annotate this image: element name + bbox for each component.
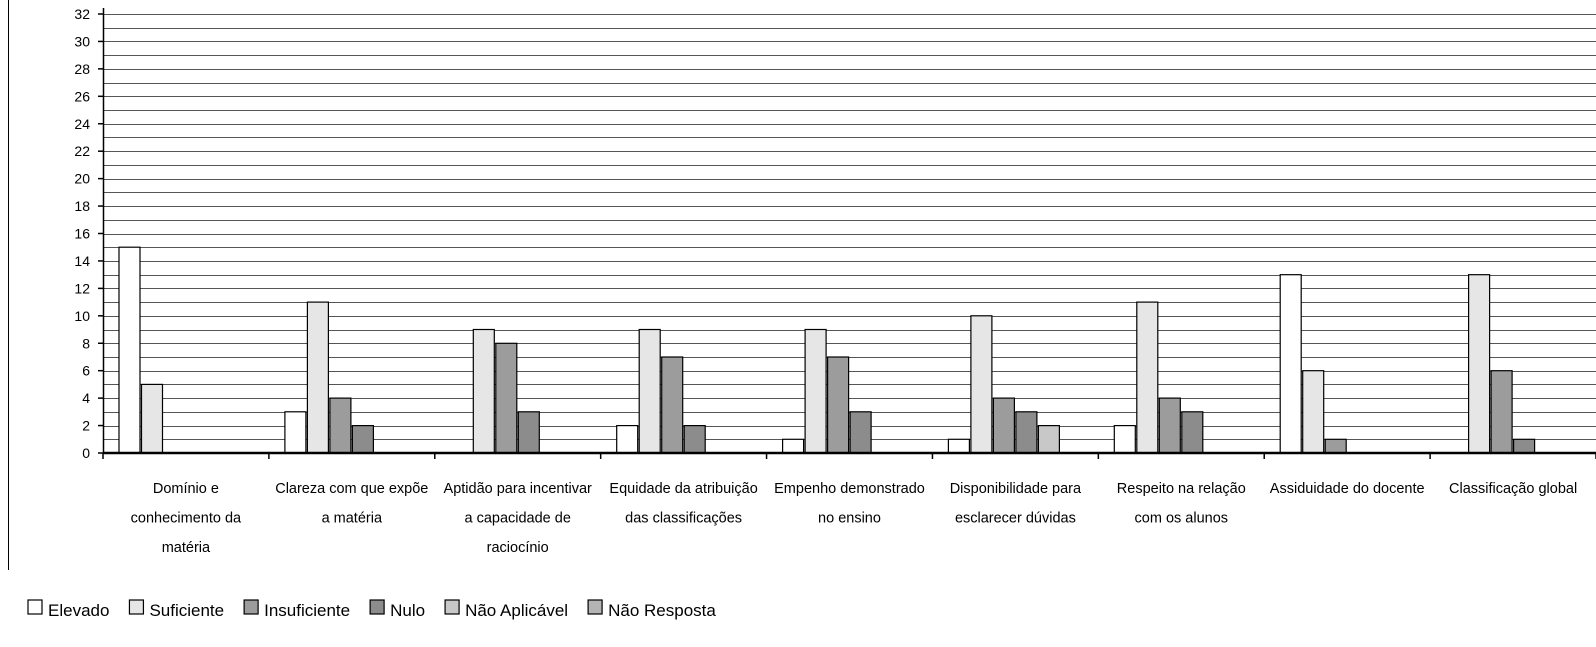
bars [118,246,1536,454]
bar [1113,425,1136,454]
category-label: com os alunos [1135,511,1229,527]
category-label: Aptidão para incentivar [444,481,592,497]
y-tick-label: 16 [74,226,90,242]
bar [1136,301,1159,454]
bar [826,356,850,454]
y-tick-label: 12 [74,280,90,296]
category-label: Clareza com que expõe [275,481,428,497]
bar [616,425,639,454]
legend-label: Nulo [390,601,425,620]
category-label: Equidade da atribuição [609,481,757,497]
category-label: Domínio e [153,481,219,497]
legend-swatch [444,599,460,615]
legend-label: Não Aplicável [465,601,568,620]
category-label: a matéria [322,511,383,527]
legend-swatch [27,599,43,615]
bar [517,411,540,454]
bar [329,397,352,454]
bar [849,411,872,454]
category-labels: Domínio e conhecimento da matéria Clareza c… [131,481,1577,556]
bar [661,356,684,454]
bar [306,301,329,454]
bar [970,315,993,454]
legend-label: Insuficiente [264,601,350,620]
bar [1037,425,1061,454]
y-tick-label: 14 [74,253,90,269]
y-tick-label: 4 [82,390,90,406]
bar [1181,411,1204,454]
category-label: das classificações [625,511,742,527]
y-tick-label: 28 [74,61,90,77]
legend-swatch [128,599,145,615]
category-label: no ensino [818,511,881,527]
legend: Elevado Suficiente Insuficiente Nulo Não Apl… [27,599,716,620]
bar [1015,411,1038,454]
y-tick-label: 0 [82,445,90,461]
legend-swatch [243,599,259,615]
bar [781,438,805,454]
bar [472,328,495,454]
category-label: Respeito na relação [1117,481,1246,497]
category-label: esclarecer dúvidas [955,511,1076,527]
category-label: raciocínio [487,540,549,556]
y-tick-label: 6 [82,363,90,379]
y-tick-label: 2 [82,418,90,434]
category-label: Empenho demonstrado [774,481,925,497]
y-tick-label: 32 [74,6,90,22]
bar [495,342,518,454]
category-label: Disponibilidade para [950,481,1082,497]
bar [1302,370,1325,454]
legend-label: Elevado [48,601,109,620]
bar [1512,438,1536,454]
category-label: conhecimento da [131,511,242,527]
bar [947,438,971,454]
bar [118,246,141,454]
grid-lines [103,14,1596,440]
legend-swatch [587,599,603,615]
bar [804,328,827,454]
legend-swatch [369,599,385,615]
bar [1158,397,1181,454]
y-tick-label: 8 [82,335,90,351]
legend-label: Suficiente [149,601,224,620]
bar [992,397,1016,454]
y-tick-label: 30 [74,33,90,49]
bar [1279,274,1302,454]
legend-label: Não Resposta [608,601,716,620]
y-tick-label: 20 [74,171,90,187]
category-label: a capacidade de [464,511,570,527]
bar [351,425,374,454]
bar [140,383,164,454]
bar [1490,370,1513,454]
bar [638,328,661,454]
bar [1324,438,1347,454]
category-label: matéria [162,540,211,556]
category-label: Assiduidade do docente [1270,481,1425,497]
y-tick-label: 18 [74,198,90,214]
y-tick-label: 10 [74,308,90,324]
y-tick-label: 24 [74,116,90,132]
bar [1467,274,1491,454]
bar [284,411,307,454]
bar [683,425,706,454]
x-axis [102,451,1596,459]
y-tick-label: 22 [74,143,90,159]
category-label: Classificação global [1449,481,1577,497]
y-tick-label: 26 [74,88,90,104]
